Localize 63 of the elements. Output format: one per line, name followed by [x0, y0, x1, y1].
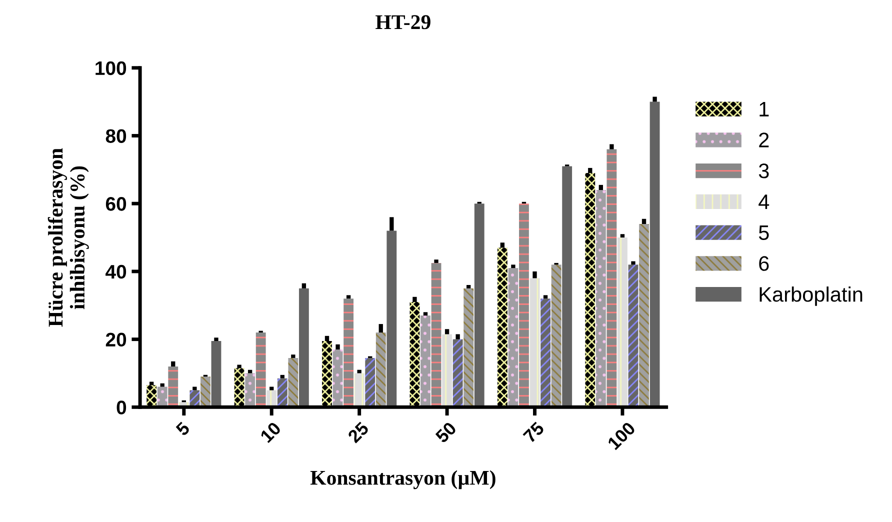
bar — [618, 238, 628, 408]
bar — [146, 385, 157, 408]
bar — [540, 298, 550, 408]
bar — [562, 166, 572, 408]
bar — [277, 378, 288, 408]
legend-label: Karboplatin — [760, 286, 862, 306]
bar — [200, 376, 210, 408]
bar — [190, 390, 200, 408]
y-tick-label: 80 — [106, 129, 126, 143]
bar — [519, 204, 529, 408]
x-tick-label: 10 — [260, 421, 282, 444]
y-tick-label: 40 — [106, 264, 126, 279]
chart-title: HT-29 — [376, 15, 430, 30]
x-tick-label: 50 — [434, 421, 458, 444]
bar — [211, 340, 222, 408]
bar — [354, 373, 364, 408]
bar — [157, 386, 168, 408]
x-tick-label: 5 — [175, 421, 191, 436]
bar — [298, 288, 309, 408]
bar — [530, 278, 540, 408]
bar — [410, 302, 420, 408]
bar — [606, 149, 617, 408]
x-tick-label: 75 — [522, 421, 545, 444]
bar — [497, 248, 508, 408]
bar — [464, 288, 474, 408]
y-tick-label: 0 — [116, 400, 126, 414]
y-axis-title: Hücre proliferasyon inhibisyonu (%) — [48, 148, 89, 327]
x-tick-label: 100 — [607, 421, 636, 450]
bar — [322, 340, 332, 408]
legend-label: 6 — [759, 256, 769, 271]
bar — [332, 349, 343, 408]
bar — [168, 366, 178, 408]
bar — [452, 339, 463, 408]
y-tick-label: 100 — [96, 61, 126, 76]
bar — [234, 368, 244, 408]
legend-label: 4 — [758, 194, 770, 209]
bar — [420, 316, 430, 408]
bar — [551, 264, 562, 408]
bar — [442, 334, 452, 408]
legend-label: 1 — [760, 102, 769, 116]
bar — [386, 230, 397, 408]
bar — [431, 262, 442, 408]
bar — [365, 358, 376, 408]
bar — [288, 358, 298, 408]
x-axis-title: Konsantrasyon (µM) — [310, 470, 496, 490]
y-tick-label: 60 — [106, 197, 126, 211]
x-tick-label: 25 — [347, 421, 370, 444]
bar — [245, 373, 256, 408]
bar — [585, 173, 596, 408]
y-tick-label: 20 — [106, 332, 126, 347]
bar — [650, 102, 660, 408]
bar — [628, 264, 638, 408]
bar — [376, 332, 386, 408]
bar — [344, 298, 354, 408]
legend-label: 3 — [758, 164, 769, 178]
legend-label: 2 — [759, 132, 769, 148]
bar — [266, 390, 277, 408]
bar — [596, 190, 606, 408]
bar — [508, 268, 518, 408]
bar — [639, 224, 649, 408]
bar — [474, 204, 484, 408]
bar — [256, 332, 266, 408]
legend-label: 5 — [758, 226, 769, 240]
